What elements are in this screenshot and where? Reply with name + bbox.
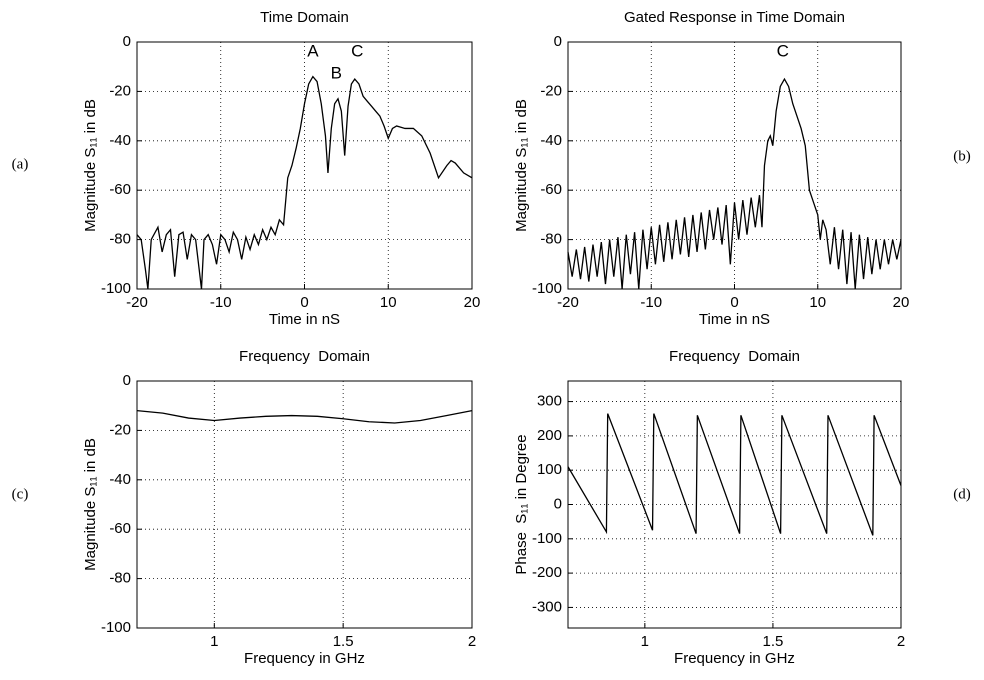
y-tick-label: 0: [123, 33, 131, 50]
y-axis-label: Magnitude S₁₁ in dB: [82, 99, 99, 232]
plot-frame: [567, 380, 902, 629]
chart-title: Time Domain: [260, 9, 349, 26]
x-tick-label: 1: [641, 633, 649, 650]
y-tick-label: 200: [537, 427, 562, 444]
annotation: C: [777, 41, 789, 60]
chart-title: Gated Response in Time Domain: [624, 9, 845, 26]
y-axis-label: Magnitude S₁₁ in dB: [82, 438, 99, 571]
x-tick-label: 2: [468, 633, 476, 650]
x-tick-label: 20: [464, 294, 481, 311]
annotation: C: [351, 41, 363, 60]
panel-label: (b): [953, 148, 971, 164]
x-tick-label: -10: [210, 294, 232, 311]
x-tick-label: 0: [300, 294, 308, 311]
x-tick-label: -20: [126, 294, 148, 311]
chart-title: Frequency Domain: [669, 348, 800, 365]
x-axis-label: Frequency in GHz: [674, 650, 795, 667]
y-tick-label: -100: [532, 280, 562, 297]
x-axis-label: Time in nS: [269, 311, 340, 328]
y-tick-label: -100: [101, 619, 131, 636]
x-tick-label: 10: [809, 294, 826, 311]
x-axis-label: Frequency in GHz: [244, 650, 365, 667]
x-tick-label: 0: [730, 294, 738, 311]
y-tick-label: -300: [532, 598, 562, 615]
panel-label: (c): [12, 486, 29, 502]
x-tick-label: 1.5: [762, 633, 783, 650]
y-tick-label: -40: [109, 471, 131, 488]
y-tick-label: 100: [537, 461, 562, 478]
data-line: [136, 409, 473, 424]
x-tick-label: -10: [640, 294, 662, 311]
y-tick-label: -100: [101, 280, 131, 297]
y-tick-label: -200: [532, 564, 562, 581]
panel-label: (d): [953, 486, 971, 502]
x-axis-label: Time in nS: [699, 311, 770, 328]
y-axis-label: Phase S₁₁ in Degree: [513, 434, 530, 574]
y-tick-label: -40: [109, 132, 131, 149]
plot-frame: [136, 41, 473, 290]
y-tick-label: -60: [540, 181, 562, 198]
y-tick-label: 0: [554, 33, 562, 50]
data-line: [567, 413, 902, 536]
x-tick-label: 10: [380, 294, 397, 311]
plot-frame: [136, 380, 473, 629]
plot-frame: [567, 41, 902, 290]
y-tick-label: -60: [109, 520, 131, 537]
x-tick-label: -20: [557, 294, 579, 311]
annotation: B: [331, 64, 342, 83]
y-tick-label: -40: [540, 132, 562, 149]
x-tick-label: 1: [210, 633, 218, 650]
y-tick-label: -80: [109, 570, 131, 587]
chart-title: Frequency Domain: [239, 348, 370, 365]
x-tick-label: 20: [893, 294, 910, 311]
panel-label: (a): [12, 156, 29, 172]
y-tick-label: -60: [109, 181, 131, 198]
data-line: [136, 75, 473, 290]
y-tick-label: -100: [532, 530, 562, 547]
y-tick-label: -20: [540, 82, 562, 99]
data-line: [567, 77, 902, 290]
y-axis-label: Magnitude S₁₁ in dB: [513, 99, 530, 232]
annotation: A: [307, 41, 319, 60]
y-tick-label: 300: [537, 393, 562, 410]
x-tick-label: 2: [897, 633, 905, 650]
y-tick-label: -20: [109, 421, 131, 438]
y-tick-label: 0: [123, 372, 131, 389]
y-tick-label: -20: [109, 82, 131, 99]
x-tick-label: 1.5: [333, 633, 354, 650]
y-tick-label: -80: [109, 231, 131, 248]
y-tick-label: 0: [554, 495, 562, 512]
y-tick-label: -80: [540, 231, 562, 248]
